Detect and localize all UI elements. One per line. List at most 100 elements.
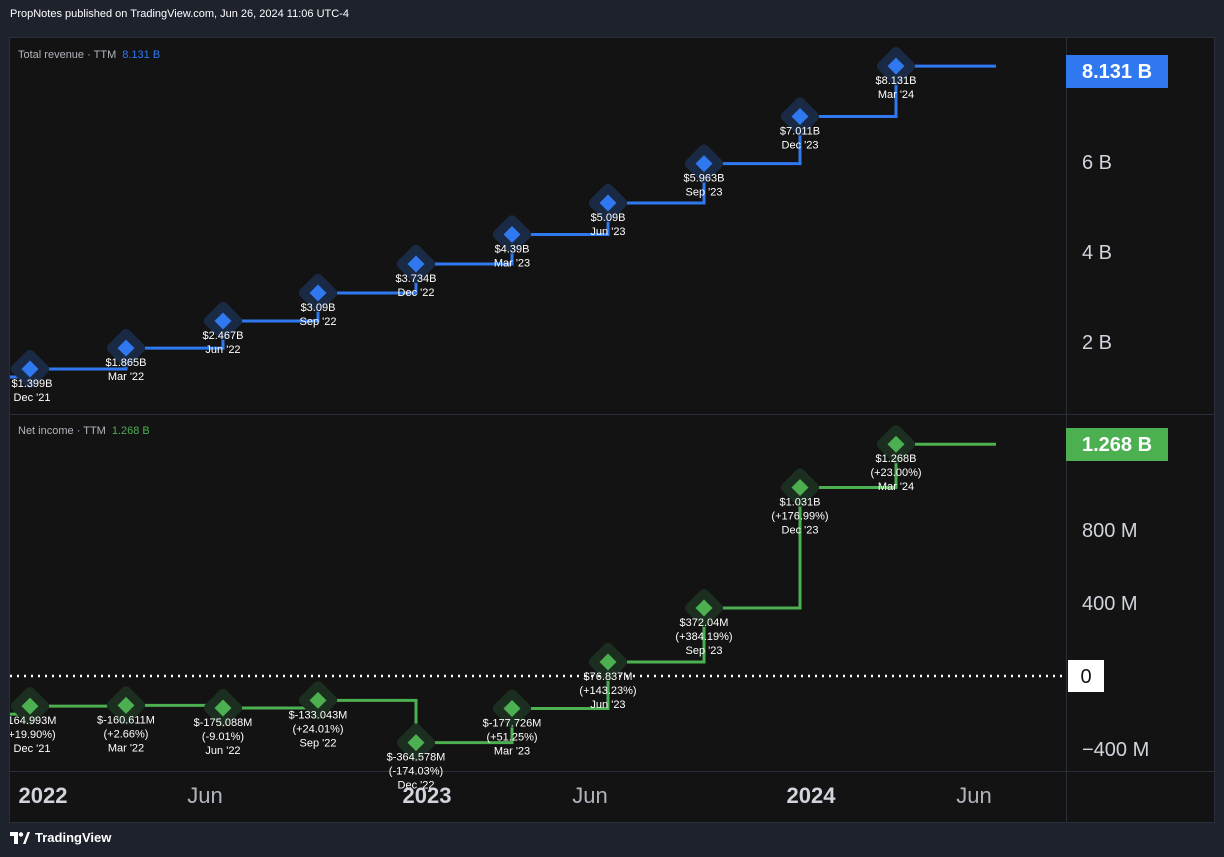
price-axis-tick-label: 6 B	[1082, 152, 1112, 174]
data-label-period: Jun '22	[205, 745, 240, 757]
data-label-period: Dec '23	[782, 525, 819, 537]
revenue-title-period: TTM	[94, 49, 117, 61]
diamond-marker	[117, 696, 135, 714]
revenue-data-point[interactable]: $1.399B Dec '21	[10, 348, 52, 404]
data-label-period: Dec '22	[398, 287, 435, 299]
revenue-data-point[interactable]: $3.734B Dec '22	[395, 243, 437, 299]
revenue-pane-title: Total revenue · TTM 8.131 B	[18, 49, 160, 61]
price-axis-tick-label: 400 M	[1082, 593, 1138, 615]
revenue-badge-bg	[1066, 55, 1168, 88]
net-income-data-point[interactable]: $-177.726M (+51.25%) Mar '23	[483, 687, 542, 757]
data-label-period: Mar '22	[108, 371, 144, 383]
data-label-value: $5.963B	[684, 173, 725, 185]
diamond-marker	[21, 697, 39, 715]
data-label-period: Sep '23	[686, 645, 723, 657]
data-label-value: $-133.043M	[289, 709, 348, 721]
net-income-title-period: TTM	[83, 425, 106, 437]
price-axis-tick-label: 4 B	[1082, 242, 1112, 264]
net-income-badge-text: 1.268 B	[1082, 434, 1152, 456]
data-label-period: Mar '24	[878, 481, 914, 493]
revenue-price-axis[interactable]: 2 B 4 B 6 B	[1082, 152, 1112, 354]
net-income-data-point[interactable]: 164.993M +19.90%) Dec '21	[10, 685, 56, 755]
chart-frame[interactable]: 2 B 4 B 6 B $1.399B Dec '21 $1.865B Mar '22 $2…	[9, 37, 1215, 823]
data-label-value: $-175.088M	[194, 717, 253, 729]
data-label-period: Mar '24	[878, 89, 914, 101]
net-income-badge-bg	[1066, 428, 1168, 461]
net-income-data-point[interactable]: $-364.578M (-174.03%) Dec '22	[387, 721, 446, 792]
data-label-value: $8.131B	[876, 75, 917, 87]
time-axis-label: 2024	[787, 783, 837, 808]
data-label-change: +19.90%)	[10, 729, 56, 741]
price-axis-tick-label: 800 M	[1082, 520, 1138, 542]
revenue-data-point[interactable]: $5.09B Jun '23	[587, 182, 629, 238]
data-label-period: Jun '23	[590, 699, 625, 711]
data-label-value: $1.399B	[12, 378, 53, 390]
diamond-marker	[695, 155, 713, 173]
data-label-period: Jun '22	[205, 344, 240, 356]
data-label-period: Sep '23	[686, 187, 723, 199]
tradingview-logo-icon	[10, 831, 30, 844]
diamond-marker	[791, 479, 809, 497]
net-income-data-point[interactable]: $-133.043M (+24.01%) Sep '22	[289, 679, 348, 749]
revenue-data-point[interactable]: $4.39B Mar '23	[491, 213, 533, 269]
revenue-data-point[interactable]: $2.467B Jun '22	[202, 300, 244, 356]
data-label-value: $3.734B	[396, 273, 437, 285]
footer: TradingView	[10, 830, 111, 845]
zero-badge-bg	[1068, 660, 1104, 692]
data-label-period: Jun '23	[590, 226, 625, 238]
time-axis-label: Jun	[956, 783, 991, 808]
data-label-value: $4.39B	[495, 243, 530, 255]
net-income-data-point[interactable]: $76.837M (+143.23%) Jun '23	[579, 641, 637, 711]
data-label-value: 164.993M	[10, 715, 56, 727]
diamond-marker	[695, 599, 713, 617]
net-income-title-name: Net income	[18, 425, 74, 437]
revenue-pane[interactable]: 2 B 4 B 6 B $1.399B Dec '21 $1.865B Mar '22 $2…	[10, 45, 1168, 404]
time-axis[interactable]: 2022 Jun 2023 Jun 2024 Jun	[19, 783, 992, 808]
net-income-price-axis[interactable]: −400 M 0 400 M 800 M	[1068, 520, 1149, 761]
net-income-data-point[interactable]: $1.268B (+23.00%) Mar '24	[870, 423, 922, 493]
net-income-data-point[interactable]: $372.04M (+384.19%) Sep '23	[675, 587, 733, 657]
data-label-change: (+51.25%)	[486, 731, 537, 743]
diamond-marker	[214, 699, 232, 717]
data-label-period: Dec '22	[398, 780, 435, 792]
revenue-title-name: Total revenue	[18, 49, 84, 61]
revenue-step-line	[10, 64, 996, 379]
diamond-marker	[599, 194, 617, 212]
net-income-pane[interactable]: −400 M 0 400 M 800 M 164.993M +19.90%) Dec '2…	[10, 423, 1168, 792]
net-income-data-point[interactable]: $-175.088M (-9.01%) Jun '22	[194, 687, 253, 757]
data-label-period: Mar '22	[108, 742, 144, 754]
revenue-title-value: 8.131 B	[122, 49, 160, 61]
data-label-period: Mar '23	[494, 745, 530, 757]
data-label-period: Sep '22	[300, 316, 337, 328]
tradingview-brand: TradingView	[35, 830, 112, 845]
data-label-period: Dec '21	[14, 743, 51, 755]
zero-badge-label: 0	[1080, 666, 1091, 688]
time-axis-label: Jun	[572, 783, 607, 808]
revenue-data-point[interactable]: $7.011B Dec '23	[779, 95, 821, 152]
diamond-marker	[887, 57, 905, 75]
revenue-data-point[interactable]: $5.963B Sep '23	[683, 142, 725, 199]
net-income-price-badge: 1.268 B	[1066, 428, 1168, 461]
data-label-period: Mar '23	[494, 257, 530, 269]
chart-canvas[interactable]: 2 B 4 B 6 B $1.399B Dec '21 $1.865B Mar '22 $2…	[10, 38, 1214, 822]
data-label-period: Dec '21	[14, 392, 51, 404]
revenue-badge-text: 8.131 B	[1082, 61, 1152, 83]
diamond-marker	[503, 700, 521, 717]
publish-header: PropNotes published on TradingView.com, …	[10, 8, 349, 20]
data-label-change: (+384.19%)	[675, 631, 732, 643]
time-axis-label: 2023	[403, 783, 452, 808]
net-income-data-point[interactable]: $-160.611M (+2.66%) Mar '22	[97, 684, 155, 754]
diamond-marker	[887, 435, 905, 453]
revenue-data-point[interactable]: $8.131B Mar '24	[875, 45, 917, 101]
diamond-marker	[214, 312, 232, 330]
revenue-data-point[interactable]: $3.09B Sep '22	[297, 272, 339, 328]
diamond-marker	[503, 225, 521, 243]
net-income-pane-title: Net income · TTM 1.268 B	[18, 425, 150, 437]
data-label-period: Sep '22	[300, 737, 337, 749]
net-income-markers: 164.993M +19.90%) Dec '21 $-160.611M (+2.66%…	[10, 423, 922, 792]
net-income-data-point[interactable]: $1.031B (+176.99%) Dec '23	[771, 466, 829, 537]
data-label-change: (+143.23%)	[579, 685, 636, 697]
revenue-data-point[interactable]: $1.865B Mar '22	[105, 327, 147, 383]
revenue-markers: $1.399B Dec '21 $1.865B Mar '22 $2.467B Jun '…	[10, 45, 917, 404]
revenue-series	[10, 64, 996, 379]
